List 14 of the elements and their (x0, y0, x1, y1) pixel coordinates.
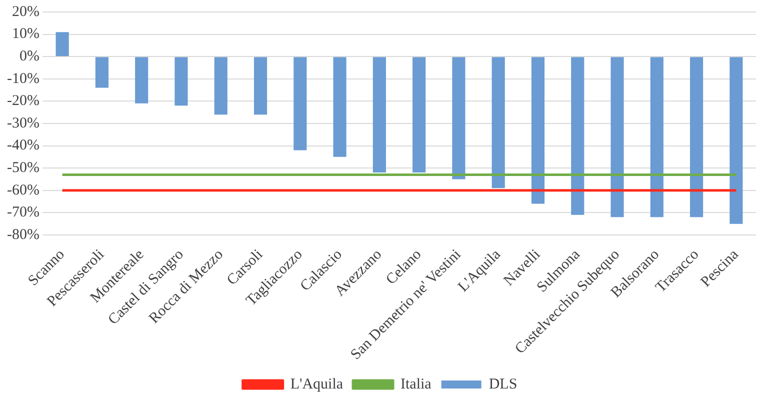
y-tick-label: -20% (6, 93, 40, 110)
legend-label: Italia (400, 376, 432, 392)
y-tick-label: -40% (6, 138, 40, 154)
legend-label: DLS (488, 376, 518, 392)
y-tick-label: 0% (19, 48, 40, 65)
y-tick-label: -50% (6, 160, 40, 176)
y-tick-label: -60% (6, 182, 40, 198)
y-tick-label: 20% (12, 4, 40, 20)
y-tick-label: 10% (12, 26, 40, 42)
y-tick-label: -80% (6, 226, 40, 243)
y-tick-label: -30% (6, 115, 40, 132)
legend-label: L'Aquila (290, 376, 344, 392)
y-tick-label: -70% (6, 204, 40, 221)
y-tick-label: -10% (6, 70, 40, 87)
